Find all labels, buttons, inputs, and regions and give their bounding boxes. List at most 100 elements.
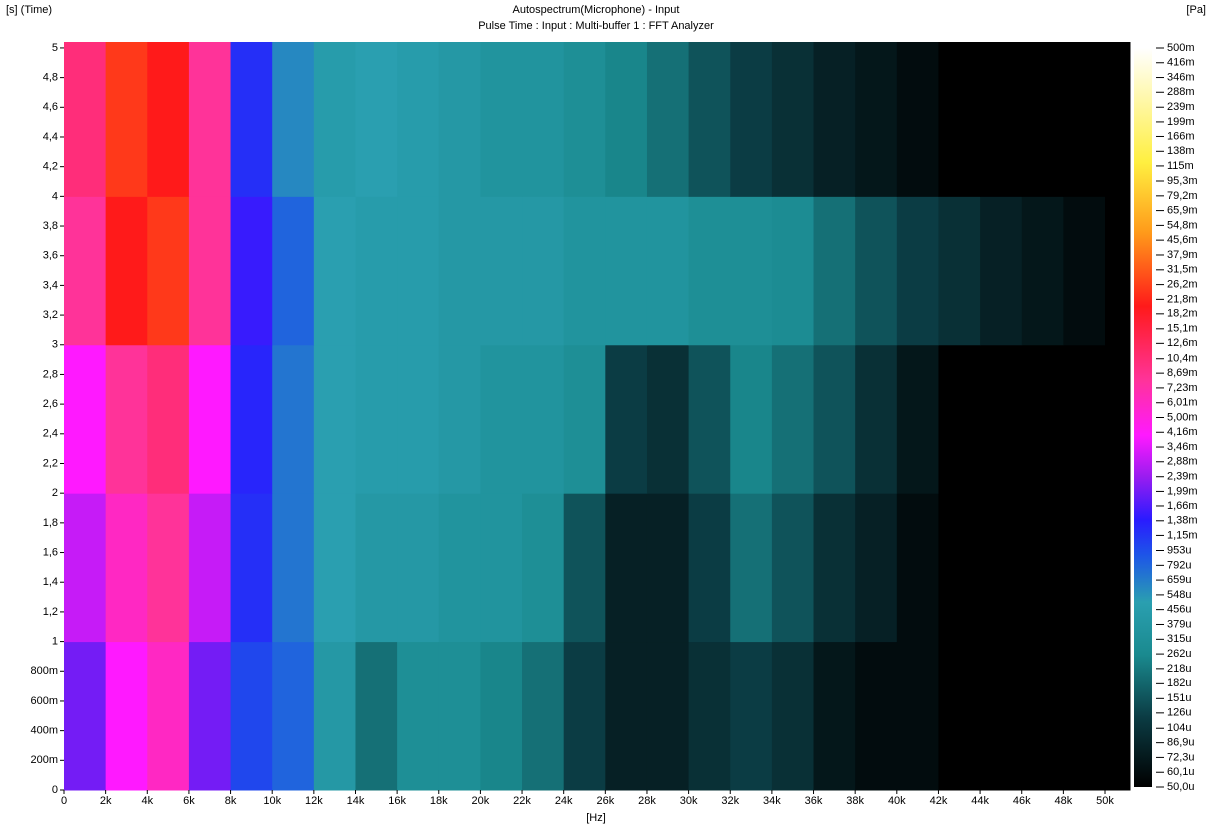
heatmap-cell <box>272 42 315 197</box>
colorbar-tick-label: 792u <box>1167 559 1191 571</box>
heatmap-cell <box>64 493 107 643</box>
x-tick-label: 34k <box>763 795 781 807</box>
colorbar-label: [Pa] <box>1186 4 1206 16</box>
heatmap-cell <box>730 641 773 791</box>
colorbar-tick-label: 65,9m <box>1167 205 1198 217</box>
colorbar-tick-label: 95,3m <box>1167 175 1198 187</box>
heatmap-cell <box>646 641 690 791</box>
colorbar-tick-label: 953u <box>1167 544 1191 556</box>
heatmap-cell <box>64 344 107 494</box>
heatmap-cell <box>896 344 939 494</box>
x-tick-label: 28k <box>638 795 656 807</box>
heatmap-cell <box>813 493 856 643</box>
colorbar-tick-label: 8,69m <box>1167 367 1198 379</box>
y-tick-label: 200m <box>30 754 58 766</box>
heatmap-cell <box>188 344 232 494</box>
heatmap-cell <box>355 42 398 197</box>
heatmap-cell <box>230 493 273 643</box>
heatmap-cell <box>730 344 773 494</box>
colorbar-tick-label: 15,1m <box>1167 323 1198 335</box>
heatmap-cell <box>64 42 107 197</box>
heatmap-cell <box>1105 641 1131 791</box>
colorbar <box>1134 48 1152 787</box>
y-tick-label: 4,6 <box>43 101 58 113</box>
heatmap-cell <box>896 641 939 791</box>
x-tick-label: 2k <box>100 795 112 807</box>
heatmap-cell <box>938 344 981 494</box>
heatmap-cell <box>230 196 273 346</box>
heatmap-cell <box>563 196 606 346</box>
colorbar-tick-label: 21,8m <box>1167 293 1198 305</box>
heatmap-cell <box>855 641 898 791</box>
heatmap-cell <box>771 196 815 346</box>
heatmap-cell <box>1021 493 1064 643</box>
heatmap-cell <box>147 344 190 494</box>
heatmap-cell <box>980 493 1023 643</box>
heatmap-cell <box>147 42 190 197</box>
heatmap-cell <box>896 42 939 197</box>
x-tick-label: 4k <box>141 795 153 807</box>
heatmap-cell <box>771 641 815 791</box>
colorbar-tick-label: 199m <box>1167 116 1195 128</box>
colorbar-tick-label: 2,88m <box>1167 456 1198 468</box>
x-tick-label: 10k <box>263 795 281 807</box>
heatmap-cell <box>563 641 606 791</box>
heatmap-cell <box>688 493 731 643</box>
heatmap-cell <box>1063 641 1106 791</box>
heatmap-cell <box>855 344 898 494</box>
heatmap-cell <box>1105 344 1131 494</box>
heatmap-cell <box>480 196 523 346</box>
x-tick-label: 16k <box>388 795 406 807</box>
colorbar-tick-label: 104u <box>1167 722 1191 734</box>
x-tick-label: 32k <box>721 795 739 807</box>
colorbar-tick-label: 1,38m <box>1167 515 1198 527</box>
heatmap-cell <box>313 42 356 197</box>
heatmap-cell <box>355 196 398 346</box>
heatmap-cell <box>563 344 606 494</box>
x-axis-label: [Hz] <box>586 812 606 824</box>
heatmap-cell <box>646 344 690 494</box>
heatmap-cell <box>938 493 981 643</box>
heatmap-cell <box>272 641 315 791</box>
x-tick-label: 50k <box>1096 795 1114 807</box>
heatmap-cell <box>1063 42 1106 197</box>
heatmap-cell <box>355 344 398 494</box>
y-tick-label: 3,2 <box>43 309 58 321</box>
heatmap-cell <box>313 196 356 346</box>
colorbar-tick-label: 86,9u <box>1167 737 1195 749</box>
heatmap-cell <box>480 641 523 791</box>
heatmap-cell <box>1063 196 1106 346</box>
y-tick-label: 3 <box>52 339 58 351</box>
heatmap-cell <box>313 641 356 791</box>
heatmap-cell <box>771 493 815 643</box>
colorbar-tick-label: 126u <box>1167 707 1191 719</box>
heatmap-cell <box>272 493 315 643</box>
colorbar-tick-label: 54,8m <box>1167 219 1198 231</box>
colorbar-tick-label: 151u <box>1167 692 1191 704</box>
heatmap-cell <box>272 196 315 346</box>
heatmap-cell <box>272 344 315 494</box>
x-tick-label: 20k <box>472 795 490 807</box>
colorbar-tick-label: 1,66m <box>1167 500 1198 512</box>
heatmap-cell <box>1105 42 1131 197</box>
heatmap-cell <box>605 42 648 197</box>
colorbar-tick-label: 288m <box>1167 86 1195 98</box>
heatmap-cell <box>522 42 565 197</box>
colorbar-tick-label: 45,6m <box>1167 234 1198 246</box>
x-tick-label: 0 <box>61 795 67 807</box>
colorbar-tick-label: 12,6m <box>1167 337 1198 349</box>
y-tick-label: 600m <box>30 695 58 707</box>
heatmap-cell <box>1021 344 1064 494</box>
colorbar-tick-label: 346m <box>1167 71 1195 83</box>
x-tick-label: 6k <box>183 795 195 807</box>
y-tick-label: 3,8 <box>43 220 58 232</box>
heatmap-cell <box>397 493 440 643</box>
colorbar-tick-label: 5,00m <box>1167 411 1198 423</box>
heatmap-cell <box>230 42 273 197</box>
heatmap-cell <box>605 641 648 791</box>
heatmap-cell <box>855 42 898 197</box>
y-tick-label: 2,4 <box>43 428 58 440</box>
heatmap-cell <box>688 196 731 346</box>
y-tick-label: 3,4 <box>43 279 58 291</box>
